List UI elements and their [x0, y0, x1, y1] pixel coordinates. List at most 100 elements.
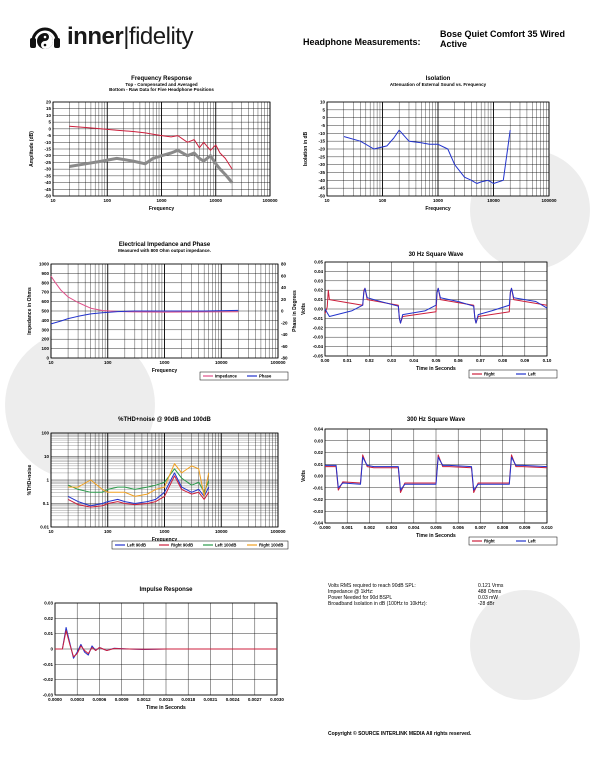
- y-tick-label: 5: [322, 107, 325, 112]
- y-tick-label: -0.03: [313, 509, 324, 514]
- y-tick-label: 1000: [39, 262, 50, 267]
- chart-subtitle: Bottom - Raw Data for Five Headphone Pos…: [109, 87, 214, 92]
- legend-label: Left 90dB: [127, 543, 146, 548]
- y-tick-label: -25: [44, 160, 51, 165]
- y-tick-label: 15: [46, 106, 52, 111]
- series-line-red: [69, 125, 233, 170]
- x-tick-label: 100: [103, 198, 111, 203]
- series-line-red: [55, 630, 277, 658]
- x-axis-label: Frequency: [425, 206, 451, 212]
- y-tick-label: -15: [44, 147, 51, 152]
- x-tick-label: 100000: [270, 529, 286, 534]
- y-tick-label: -0.03: [313, 335, 324, 340]
- x-tick-label: 0.002: [364, 525, 376, 530]
- header-model-line2: Active: [440, 39, 468, 49]
- y-tick-label: 0.04: [314, 269, 323, 274]
- x-tick-label: 0.009: [519, 525, 531, 530]
- x-tick-label: 0.08: [498, 358, 507, 363]
- y-tick-label: -30: [44, 167, 51, 172]
- y-tick-label: -0.04: [313, 344, 324, 349]
- x-axis-label: Time in Seconds: [146, 705, 186, 711]
- summary-row: Impedance @ 1kHz: 488 Ohms: [328, 589, 502, 595]
- y-tick-label: -0.03: [43, 693, 54, 698]
- y-tick-label: -0.05: [313, 354, 324, 359]
- y2-tick-label: -80: [281, 356, 288, 361]
- y-tick-label: 0.01: [40, 525, 49, 530]
- chart-subtitle: Top - Compensated and Averaged: [125, 82, 198, 87]
- y-tick-label: 0.00: [314, 474, 323, 479]
- legend-label: Right 100dB: [259, 543, 283, 548]
- y2-tick-label: 40: [281, 285, 287, 290]
- y-tick-label: 0.1: [43, 501, 50, 506]
- header-label: Headphone Measurements:: [303, 37, 421, 47]
- x-tick-label: 100: [104, 529, 112, 534]
- y-tick-label: -0.01: [43, 662, 54, 667]
- y-tick-label: 0.02: [314, 450, 323, 455]
- x-tick-label: 10: [48, 529, 54, 534]
- x-tick-label: 0.07: [476, 358, 485, 363]
- x-tick-label: 1000: [156, 198, 167, 203]
- chart-title: %THD+noise @ 90dB and 100dB: [118, 417, 211, 423]
- square-wave-30hz-chart: 30 Hz Square Wave 0.00 0.01 0.02 0.03 0.04 0.0…: [301, 252, 558, 379]
- y-tick-label: 0.05: [314, 260, 323, 265]
- x-tick-label: 0.03: [387, 358, 396, 363]
- brand-inner: inner: [67, 23, 124, 50]
- x-tick-label: 10000: [215, 529, 228, 534]
- y-tick-label: 200: [41, 337, 49, 342]
- x-tick-label: 0.05: [432, 358, 441, 363]
- y-tick-label: -15: [318, 139, 325, 144]
- y-tick-label: -0.01: [313, 485, 324, 490]
- x-axis-label: Time in Seconds: [416, 533, 456, 539]
- y-tick-label: 0.01: [314, 462, 323, 467]
- series-line-left-100db: [67, 468, 210, 493]
- x-tick-label: 0.007: [475, 525, 487, 530]
- yinyang-headphones-logo-icon: [30, 27, 60, 49]
- x-tick-label: 0.0012: [137, 697, 151, 702]
- y2-tick-label: -60: [281, 344, 288, 349]
- summary-row: Volts RMS required to reach 90dB SPL: 0.1…: [328, 583, 504, 589]
- legend-label: Left 100dB: [215, 543, 236, 548]
- x-tick-label: 1000: [159, 529, 170, 534]
- y2-tick-label: 20: [281, 297, 287, 302]
- y-tick-label: -45: [44, 187, 51, 192]
- y-axis-label: Volts: [301, 470, 307, 482]
- x-tick-label: 1000: [433, 198, 444, 203]
- x-tick-label: 10: [50, 198, 56, 203]
- copyright: Copyright © SOURCE INTERLINK MEDIA All r…: [328, 731, 472, 737]
- x-tick-label: 100: [104, 360, 112, 365]
- square-wave-300hz-chart: 300 Hz Square Wave 0.000 0.001 0.002 0.003 0.…: [301, 417, 558, 546]
- y-tick-label: 0.02: [44, 616, 53, 621]
- y-tick-label: 100: [41, 346, 49, 351]
- x-tick-label: 0.0003: [70, 697, 84, 702]
- y-axis-label: Volts: [301, 303, 307, 315]
- x-tick-label: 10: [324, 198, 330, 203]
- y-tick-label: 0.03: [44, 601, 53, 606]
- x-tick-label: 0.008: [497, 525, 509, 530]
- x-tick-label: 0.0006: [93, 697, 107, 702]
- x-tick-label: 100000: [541, 198, 557, 203]
- x-tick-label: 0.00: [321, 358, 330, 363]
- y-tick-label: -20: [318, 147, 325, 152]
- y-tick-label: 20: [46, 100, 52, 105]
- legend-box: [199, 371, 289, 381]
- x-tick-label: 0.01: [343, 358, 352, 363]
- x-tick-label: 0.02: [365, 358, 374, 363]
- legend-label: Right 90dB: [171, 543, 193, 548]
- y-tick-label: 0.01: [44, 631, 53, 636]
- header-model-line1: Bose Quiet Comfort 35 Wired: [440, 29, 565, 39]
- x-tick-label: 1000: [159, 360, 170, 365]
- y-tick-label: 100: [41, 431, 49, 436]
- y-axis-label: Amplitude (dB): [29, 131, 35, 167]
- y2-tick-label: 60: [281, 273, 287, 278]
- x-tick-label: 0.04: [409, 358, 418, 363]
- y2-tick-label: -40: [281, 332, 288, 337]
- x-tick-label: 0.0018: [181, 697, 195, 702]
- series-line-right-90db: [67, 475, 210, 508]
- x-tick-label: 0.010: [541, 525, 553, 530]
- summary-row: Power Needed for 90d BSPL 0.03 mW: [328, 595, 499, 601]
- chart-title: 300 Hz Square Wave: [407, 417, 466, 423]
- y-tick-label: -10: [318, 131, 325, 136]
- y-tick-label: -5: [321, 123, 325, 128]
- y-tick-label: -0.01: [313, 316, 324, 321]
